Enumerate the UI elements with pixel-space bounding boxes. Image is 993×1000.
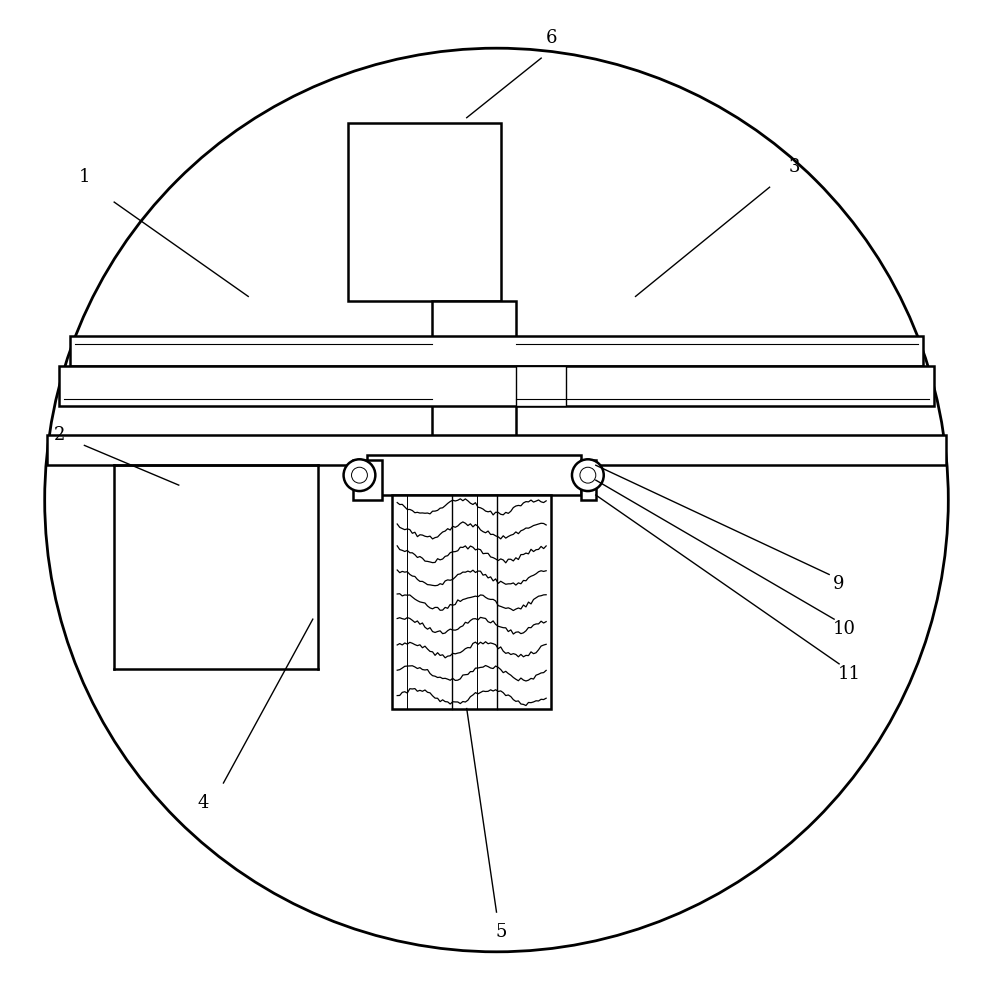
Bar <box>60 366 933 406</box>
Bar <box>70 336 923 366</box>
Text: 1: 1 <box>78 168 90 186</box>
Text: 2: 2 <box>54 426 66 444</box>
Circle shape <box>344 459 375 491</box>
Bar <box>581 460 596 500</box>
Text: 9: 9 <box>833 575 845 593</box>
Text: 11: 11 <box>837 665 861 683</box>
Bar <box>367 455 581 495</box>
Text: 10: 10 <box>832 620 856 638</box>
Text: 3: 3 <box>788 158 800 176</box>
Text: 6: 6 <box>545 29 557 47</box>
Text: 5: 5 <box>496 923 507 941</box>
Bar <box>48 435 945 465</box>
Bar <box>353 460 382 500</box>
Bar <box>392 495 551 709</box>
Bar <box>348 123 501 301</box>
Bar <box>516 366 566 406</box>
Bar <box>432 301 516 465</box>
Text: 4: 4 <box>198 794 210 812</box>
Circle shape <box>572 459 604 491</box>
